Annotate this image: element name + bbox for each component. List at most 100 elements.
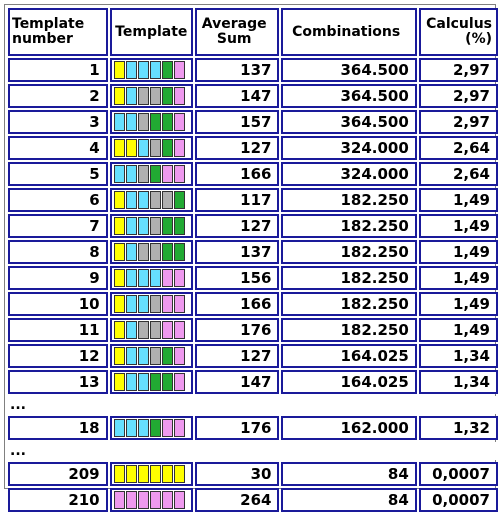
template-swatch <box>113 139 125 157</box>
template-number-cell: 2 <box>8 84 108 108</box>
combinations-cell: 84 <box>281 462 417 486</box>
template-swatch <box>161 373 173 391</box>
average-sum-cell: 157 <box>194 110 280 134</box>
template-swatch <box>137 491 149 509</box>
template-swatch <box>113 321 125 339</box>
header-template: Template <box>109 8 193 56</box>
table-row: 8 137 182.250 1,49 <box>8 240 498 264</box>
average-sum-cell: 127 <box>194 344 280 368</box>
template-swatch <box>161 243 173 261</box>
template-number-cell: 1 <box>8 58 108 82</box>
table-row: 209 30 84 0,0007 <box>8 462 498 486</box>
template-swatch <box>149 419 161 437</box>
template-swatch <box>149 139 161 157</box>
template-swatch <box>161 347 173 365</box>
template-swatch <box>113 295 125 313</box>
template-swatch-group <box>112 320 191 340</box>
template-swatch <box>125 217 137 235</box>
template-swatch <box>113 61 125 79</box>
template-swatch <box>125 295 137 313</box>
table-row: 1 137 364.500 2,97 <box>8 58 498 82</box>
combinations-cell: 182.250 <box>281 292 417 316</box>
template-swatches-cell <box>109 214 193 238</box>
template-swatch <box>125 347 137 365</box>
template-swatch <box>125 61 137 79</box>
table-row: 13 147 164.025 1,34 <box>8 370 498 394</box>
template-swatch <box>173 165 185 183</box>
template-swatch <box>137 87 149 105</box>
combinations-cell: 364.500 <box>281 84 417 108</box>
average-sum-cell: 156 <box>194 266 280 290</box>
calculus-cell: 1,49 <box>418 266 498 290</box>
template-swatch <box>173 373 185 391</box>
template-number-cell: 209 <box>8 462 108 486</box>
template-swatches-cell <box>109 110 193 134</box>
template-swatch <box>137 113 149 131</box>
average-sum-cell: 264 <box>194 488 280 512</box>
template-swatch <box>149 61 161 79</box>
template-swatch <box>149 465 161 483</box>
template-swatch <box>173 113 185 131</box>
combinations-cell: 364.500 <box>281 110 417 134</box>
template-number-cell: 210 <box>8 488 108 512</box>
template-swatch <box>149 191 161 209</box>
template-swatch <box>113 165 125 183</box>
header-combinations: Combinations <box>281 8 417 56</box>
calculus-cell: 1,32 <box>418 416 498 440</box>
template-swatch-group <box>112 418 191 438</box>
template-swatch <box>113 269 125 287</box>
template-swatches-cell <box>109 84 193 108</box>
template-swatches-cell <box>109 488 193 512</box>
table-row: 4 127 324.000 2,64 <box>8 136 498 160</box>
template-swatches-cell <box>109 266 193 290</box>
template-swatch <box>149 87 161 105</box>
template-swatch <box>149 217 161 235</box>
template-swatch <box>113 113 125 131</box>
template-swatch <box>161 113 173 131</box>
calculus-cell: 2,97 <box>418 84 498 108</box>
combinations-cell: 84 <box>281 488 417 512</box>
template-swatch <box>173 491 185 509</box>
combinations-cell: 182.250 <box>281 318 417 342</box>
calculus-cell: 1,49 <box>418 318 498 342</box>
template-swatch <box>137 139 149 157</box>
combinations-cell: 162.000 <box>281 416 417 440</box>
template-number-cell: 3 <box>8 110 108 134</box>
template-swatch <box>125 269 137 287</box>
template-swatch-group <box>112 372 191 392</box>
template-swatch <box>113 373 125 391</box>
calculus-cell: 1,49 <box>418 214 498 238</box>
template-swatch <box>113 419 125 437</box>
template-swatch-group <box>112 60 191 80</box>
template-swatch <box>125 243 137 261</box>
template-swatch <box>149 165 161 183</box>
template-swatch <box>161 87 173 105</box>
average-sum-cell: 137 <box>194 58 280 82</box>
combinations-cell: 182.250 <box>281 240 417 264</box>
template-swatch-group <box>112 294 191 314</box>
average-sum-cell: 127 <box>194 214 280 238</box>
template-swatch <box>161 217 173 235</box>
template-swatch-group <box>112 490 191 510</box>
template-swatch <box>149 373 161 391</box>
template-swatches-cell <box>109 292 193 316</box>
table-row: 5 166 324.000 2,64 <box>8 162 498 186</box>
template-swatch <box>113 243 125 261</box>
calculus-cell: 1,49 <box>418 240 498 264</box>
ellipsis-row: ... <box>8 396 498 414</box>
template-swatch <box>137 373 149 391</box>
template-swatch <box>137 465 149 483</box>
template-swatch <box>173 465 185 483</box>
template-swatches-cell <box>109 188 193 212</box>
calculus-cell: 1,34 <box>418 370 498 394</box>
average-sum-cell: 147 <box>194 84 280 108</box>
template-swatch <box>173 87 185 105</box>
template-swatch <box>113 465 125 483</box>
template-swatches-cell <box>109 58 193 82</box>
template-swatch <box>137 419 149 437</box>
template-swatch <box>161 295 173 313</box>
template-table: Template number Template Average Sum Com… <box>6 6 500 514</box>
template-swatch <box>137 217 149 235</box>
template-swatches-cell <box>109 136 193 160</box>
average-sum-cell: 166 <box>194 162 280 186</box>
